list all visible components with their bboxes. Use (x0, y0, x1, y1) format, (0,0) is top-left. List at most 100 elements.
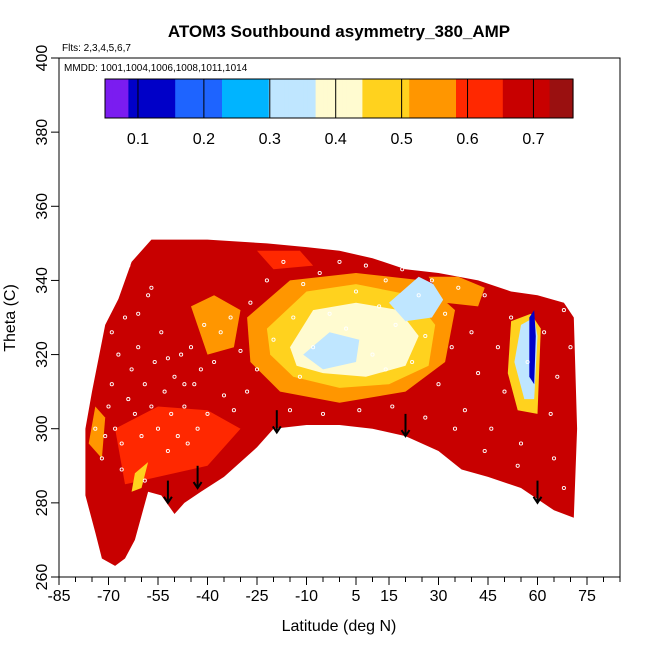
colorbar-cell (553, 79, 558, 118)
obs-point (109, 382, 114, 387)
colorbar-cell (541, 79, 547, 118)
colorbar-cell (225, 79, 231, 118)
observation-points (93, 259, 573, 491)
colorbar-cell (253, 79, 258, 118)
obs-point (172, 374, 177, 379)
obs-point (152, 359, 157, 365)
colorbar-cell (105, 79, 110, 118)
field-region-15 (131, 462, 149, 492)
colorbar-cell (389, 79, 395, 118)
colorbar-cell (463, 79, 469, 118)
obs-point (271, 337, 276, 342)
colorbar-cell (233, 79, 239, 118)
field-region-5 (303, 332, 360, 370)
obs-point (377, 304, 382, 309)
colorbar-cell (261, 79, 266, 118)
colorbar-cell (163, 79, 168, 118)
colorbar-cell (506, 79, 512, 118)
colorbar-cell (112, 79, 118, 118)
obs-point (456, 285, 461, 290)
obs-point (149, 404, 154, 409)
colorbar-cell (569, 79, 574, 118)
colorbar-cell (374, 79, 379, 118)
field-region-11 (529, 310, 536, 385)
colorbar-cell (459, 79, 465, 118)
arrow-marker (163, 480, 173, 505)
x-tick-label: 30 (430, 588, 448, 605)
obs-point (482, 448, 487, 454)
obs-point (248, 300, 253, 305)
colorbar-tick-label: 0.3 (259, 131, 281, 148)
obs-point (416, 293, 421, 298)
obs-point (238, 348, 243, 353)
colorbar-cell (186, 79, 192, 118)
obs-point (525, 359, 530, 365)
obs-point (221, 393, 227, 398)
obs-point (188, 345, 194, 350)
colorbar-cell (366, 79, 371, 118)
colorbar-cell (206, 79, 211, 118)
obs-point (482, 293, 487, 298)
colorbar-cell (167, 79, 172, 118)
obs-point (337, 259, 342, 264)
obs-point (344, 326, 349, 331)
colorbar-cell (268, 79, 274, 118)
x-axis: -85 -70 -55 -40 -25 -10 5 15 30 45 60 75 (47, 577, 621, 605)
colorbar-cell (323, 79, 328, 118)
obs-point (320, 411, 326, 416)
colorbar-cell (296, 79, 301, 118)
colorbar-cell (179, 79, 184, 118)
obs-point (109, 330, 114, 335)
obs-point (390, 404, 395, 409)
colorbar-cell (171, 79, 176, 118)
colorbar-cell (288, 79, 293, 118)
y-tick-label: 360 (34, 193, 51, 220)
obs-point (410, 359, 415, 365)
obs-point (146, 293, 151, 298)
obs-point (126, 263, 131, 268)
obs-point (357, 408, 362, 413)
obs-point (142, 478, 147, 483)
colorbar-cell (483, 79, 488, 118)
obs-point (93, 426, 98, 431)
y-tick-label: 320 (34, 341, 51, 368)
colorbar-cell (342, 79, 348, 118)
obs-point (555, 374, 560, 379)
x-tick-label: 75 (578, 588, 596, 605)
colorbar-cell (198, 79, 204, 118)
colorbar-frame (104, 78, 574, 119)
obs-point (301, 282, 306, 287)
y-tick-label: 300 (34, 415, 51, 442)
colorbar-cell (327, 79, 332, 118)
obs-point (132, 411, 137, 416)
obs-point (518, 441, 524, 446)
x-tick-label: 5 (352, 588, 361, 605)
obs-point (192, 382, 197, 387)
obs-point (443, 311, 448, 316)
colorbar-cell (218, 79, 223, 118)
obs-point (542, 330, 547, 335)
obs-point (231, 408, 236, 413)
obs-point (264, 278, 269, 283)
obs-point (99, 456, 104, 461)
colorbar-cell (452, 79, 457, 118)
obs-point (254, 367, 260, 372)
colorbar-cell (401, 79, 406, 118)
colorbar-cell (292, 79, 297, 118)
colorbar-cell (300, 79, 305, 118)
colorbar-cell (183, 79, 188, 118)
field-region-13 (257, 250, 314, 270)
colorbar-cell (557, 79, 562, 118)
colorbar-cell (444, 79, 449, 118)
obs-point (205, 411, 210, 416)
colorbar-tick-label: 0.5 (390, 131, 412, 148)
colorbar-cell (381, 79, 387, 118)
colorbar-cell (140, 79, 145, 118)
colorbar-cell (487, 79, 492, 118)
colorbar-cell (116, 79, 122, 118)
x-tick-label: 15 (380, 588, 398, 605)
colorbar: 0.1 0.2 0.3 0.4 0.5 0.6 0.7 (104, 78, 574, 148)
obs-point (245, 389, 250, 394)
colorbar-cell (229, 79, 235, 118)
obs-point (502, 389, 507, 394)
